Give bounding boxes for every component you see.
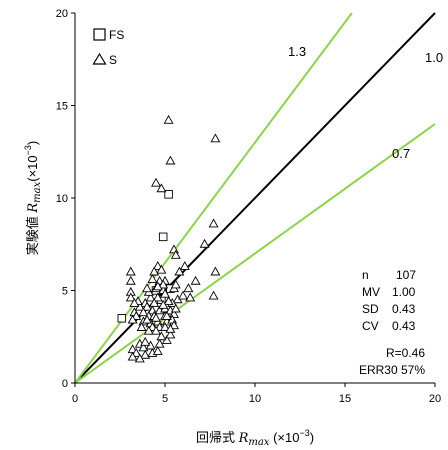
stat-correlation: R=0.46 [386,346,425,360]
y-axis-title-prefix: 実験値 [25,213,40,256]
y-axis-ticks: 0 5 10 15 20 [56,8,75,390]
data-point-s [211,134,219,142]
data-point-fs [159,233,167,241]
data-point-s [200,240,208,248]
data-point-s [211,268,219,276]
reference-line-1-3 [75,13,352,383]
data-point-s [179,292,187,300]
data-point-s [184,284,192,292]
data-point-s [166,157,174,165]
x-axis-title: 回帰式 Rmax (×10−3) [196,428,314,448]
stat-cv-value: 0.43 [392,319,416,333]
x-tick-label: 0 [72,393,78,405]
data-point-s [209,219,217,227]
y-axis-title-unit: (×10 [25,155,40,181]
y-axis-title-close: ) [25,141,40,145]
data-point-s [143,284,151,292]
data-point-s [191,277,199,285]
legend-marker-s [94,54,106,64]
legend-label-s: S [109,53,117,67]
data-point-fs [118,314,126,322]
x-axis-title-subscript: max [248,437,269,448]
stat-mv-key: MV [362,285,380,299]
stat-cv-key: CV [362,319,379,333]
stat-n-key: n [362,268,369,282]
x-axis-title-prefix: 回帰式 [196,430,239,445]
x-tick-label: 20 [429,393,441,405]
reference-label-0-7: 0.7 [392,146,410,161]
stats-block: n 107 MV 1.00 SD 0.43 CV 0.43 R=0.46 ERR… [359,268,425,377]
x-tick-label: 15 [339,393,351,405]
data-points [118,116,220,362]
data-point-s [154,347,162,355]
reference-label-1-0: 1.0 [425,50,443,65]
data-point-s [152,179,160,187]
data-point-s [209,292,217,300]
stat-n-value: 107 [396,268,416,282]
y-axis-title-exponent: −3 [23,145,33,155]
stat-err30: ERR30 57% [359,363,425,377]
y-axis-title-symbol: R [26,203,41,214]
y-tick-label: 10 [56,193,68,205]
x-axis-title-symbol: R [238,431,249,446]
reference-label-1-3: 1.3 [288,44,306,59]
x-axis-title-close: ) [310,430,314,445]
data-point-s [127,277,135,285]
stat-sd-value: 0.43 [392,302,416,316]
y-axis-title: 実験値 Rmax(×10−3) [23,141,43,256]
x-tick-label: 10 [249,393,261,405]
x-axis-ticks: 0 5 10 15 20 [72,383,441,405]
reference-line-1-0 [75,13,435,383]
data-point-s [141,351,149,359]
data-point-s [141,338,149,346]
y-tick-label: 20 [56,8,68,20]
legend-marker-fs [94,29,105,40]
x-axis-title-exponent: −3 [299,428,309,438]
y-tick-label: 0 [62,378,68,390]
stat-mv-value: 1.00 [392,285,416,299]
legend-label-fs: FS [109,28,124,42]
x-axis-title-unit: (×10 [269,430,299,445]
legend: FS S [94,28,125,67]
y-tick-label: 5 [62,286,68,298]
x-tick-label: 5 [162,393,168,405]
y-tick-label: 15 [56,101,68,113]
data-point-s [127,268,135,276]
stat-sd-key: SD [362,302,379,316]
y-axis-title-subscript: max [32,181,43,202]
reference-line-0-7 [75,124,435,383]
data-point-s [164,116,172,124]
